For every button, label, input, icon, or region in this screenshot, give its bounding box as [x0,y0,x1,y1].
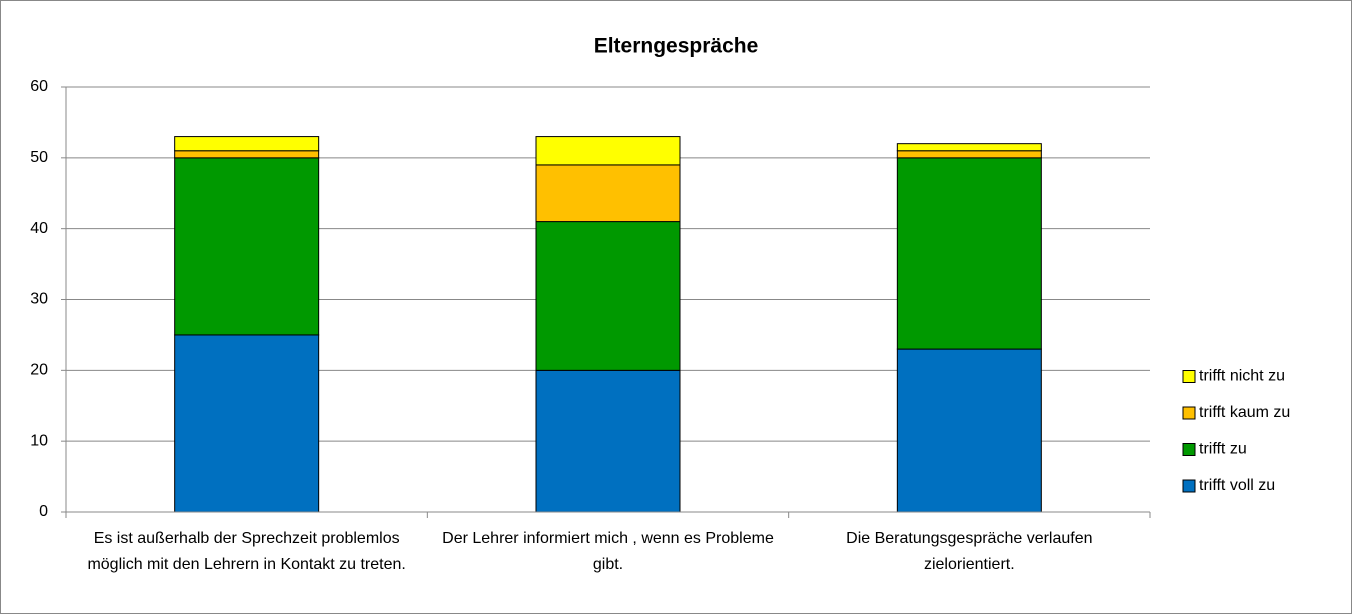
legend-label: trifft nicht zu [1199,368,1285,385]
legend-swatch [1182,443,1196,456]
x-tick-label: Es ist außerhalb der Sprechzeit probleml… [87,530,406,573]
bar-segment [535,221,681,371]
bar-segment [896,348,1042,513]
chart-title: Elterngespräche [594,35,759,58]
bar-segment [535,136,681,166]
bar-segment [896,157,1042,350]
legend-label: trifft kaum zu [1199,404,1290,421]
y-tick-label: 50 [30,149,48,166]
bar-segment [174,150,320,159]
legend-label: trifft voll zu [1199,477,1275,494]
bar-segment [896,143,1042,152]
bar-segment [535,369,681,513]
y-tick-label: 20 [30,362,48,379]
bar-segment [174,157,320,336]
y-tick-label: 10 [30,432,48,449]
y-tick-label: 0 [39,503,48,520]
y-tick-label: 60 [30,78,48,95]
bar-segment [896,150,1042,159]
legend-swatch [1182,406,1196,420]
legend-swatch [1182,370,1196,383]
legend-label: trifft zu [1199,441,1247,458]
x-tick-label: Der Lehrer informiert mich , wenn es Pro… [442,530,774,573]
bar-segment [174,334,320,513]
y-tick-label: 40 [30,220,48,237]
y-tick-label: 30 [30,291,48,308]
bar-segment [535,164,681,223]
bar-segment [174,136,320,152]
legend-swatch [1182,479,1196,493]
x-tick-label: Die Beratungsgespräche verlaufen zielori… [846,530,1093,573]
